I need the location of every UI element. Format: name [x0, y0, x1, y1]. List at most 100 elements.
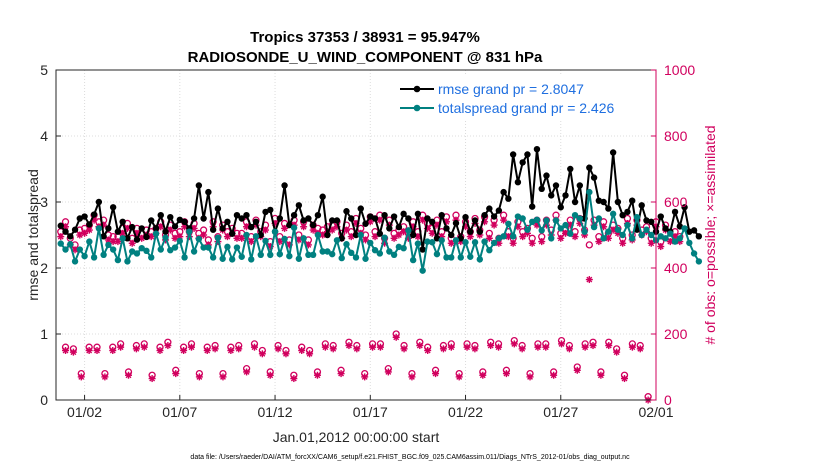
series-1-point-37 [233, 244, 241, 251]
series-0-point-66 [371, 215, 379, 222]
series-1-point-12 [114, 256, 122, 264]
obs-assimilated-low-66 [581, 343, 589, 351]
y2-tick-label-4: 800 [664, 128, 688, 144]
obs-assimilated-low-8 [125, 371, 133, 379]
series-0-point-63 [357, 205, 364, 212]
obs-assimilated-low-4 [93, 347, 101, 354]
series-0-point-88 [476, 228, 484, 235]
series-1-point-97 [519, 215, 526, 222]
series-0-point-53 [309, 221, 317, 229]
series-0-point-11 [109, 204, 117, 211]
series-1-point-107 [567, 230, 574, 237]
obs-assimilated-low-46 [424, 347, 432, 354]
series-1-point-48 [286, 252, 293, 260]
series-1-point-27 [186, 228, 193, 235]
obs-assimilated-low-12 [156, 347, 164, 354]
obs-assimilated-low-47 [432, 370, 440, 378]
series-0-point-114 [600, 198, 607, 206]
series-1-point-89 [481, 238, 488, 245]
series-0-point-38 [238, 215, 245, 222]
series-0-point-97 [519, 159, 526, 166]
obs-assimilated-low-10 [140, 343, 148, 351]
obs-assimilated-113 [595, 238, 603, 246]
series-1-point-84 [457, 254, 464, 261]
series-0-point-89 [481, 212, 488, 219]
x-tick-label-3: 01/17 [353, 404, 388, 420]
obs-assimilated-low-21 [227, 347, 235, 354]
series-0-point-24 [171, 223, 179, 230]
series-0-point-31 [205, 188, 212, 196]
series-0-point-120 [628, 197, 636, 204]
y2-tick-label-3: 600 [664, 194, 688, 210]
obs-assimilated-64 [362, 236, 370, 244]
series-1-point-129 [671, 238, 679, 245]
series-1-point-18 [143, 247, 150, 255]
obs-assimilated-low-27 [274, 345, 282, 353]
series-1-point-102 [543, 217, 550, 224]
series-1-point-95 [509, 233, 517, 240]
series-1-point-23 [167, 246, 174, 254]
legend-label-rmse: rmse grand pr = 2.8047 [438, 81, 584, 97]
series-0-point-111 [586, 164, 593, 171]
series-1-point-66 [371, 246, 379, 254]
series-0-point-124 [648, 218, 655, 225]
chart-subtitle: RADIOSONDE_U_WIND_COMPONENT @ 831 hPa [188, 49, 543, 66]
series-0-point-26 [181, 218, 188, 225]
series-1-point-94 [505, 220, 512, 227]
series-0-point-54 [314, 212, 322, 219]
series-1-point-47 [281, 235, 288, 243]
y-tick-label-4: 4 [40, 128, 48, 144]
series-0-point-102 [543, 172, 550, 179]
series-0-point-75 [414, 210, 422, 218]
obs-assimilated-low-42 [392, 333, 400, 341]
series-1-point-59 [338, 254, 345, 262]
series-1-point-0 [57, 240, 64, 247]
legend-label-totalspread: totalspread grand pr = 2.426 [438, 100, 615, 116]
series-1-point-85 [462, 239, 469, 246]
series-1-point-115 [605, 228, 612, 235]
y2-tick-label-2: 400 [664, 260, 688, 276]
legend-marker-rmse [413, 85, 421, 93]
series-1-point-54 [314, 231, 322, 239]
series-0-point-40 [248, 223, 255, 231]
obs-assimilated-66 [371, 233, 379, 241]
series-1-point-64 [362, 255, 369, 262]
series-1-point-3 [71, 258, 79, 265]
obs-assimilated-118 [619, 239, 627, 247]
series-0-point-115 [605, 205, 612, 212]
x-axis-label: Jan.01,2012 00:00:00 start [273, 429, 440, 445]
series-0-point-23 [167, 213, 174, 221]
series-0-point-47 [281, 182, 288, 189]
obs-assimilated-low-40 [376, 343, 384, 351]
x-tick-label-4: 01/22 [448, 404, 483, 420]
series-1-point-86 [467, 253, 474, 260]
obs-assimilated-91 [490, 221, 498, 229]
series-1-point-111 [586, 188, 593, 196]
x-tick-label-1: 01/07 [162, 404, 197, 420]
series-0-point-78 [428, 218, 436, 225]
series-1-point-82 [448, 254, 455, 261]
series-1-point-30 [200, 244, 207, 251]
series-1-point-108 [571, 212, 579, 219]
series-1-point-68 [381, 234, 388, 241]
series-1-point-131 [681, 225, 688, 232]
series-0-point-21 [157, 212, 164, 219]
series-0-point-41 [252, 218, 260, 225]
obs-assimilated-low-63 [558, 340, 566, 348]
series-1-point-2 [67, 241, 74, 248]
series-1-point-26 [181, 254, 188, 261]
series-1-point-50 [295, 255, 303, 262]
series-1-point-110 [581, 228, 588, 235]
series-1-point-55 [319, 248, 326, 255]
series-1-point-29 [195, 235, 203, 243]
series-1-point-35 [224, 243, 231, 251]
obs-assimilated-low-61 [542, 343, 550, 351]
series-0-point-99 [528, 203, 536, 210]
series-0-point-19 [148, 217, 155, 224]
series-0-point-29 [195, 182, 203, 189]
obs-assimilated-low-32 [313, 371, 321, 379]
series-1-point-70 [390, 251, 398, 258]
obs-assimilated-low-57 [510, 340, 518, 348]
obs-assimilated-low-14 [172, 370, 180, 378]
series-1-point-106 [562, 221, 569, 229]
